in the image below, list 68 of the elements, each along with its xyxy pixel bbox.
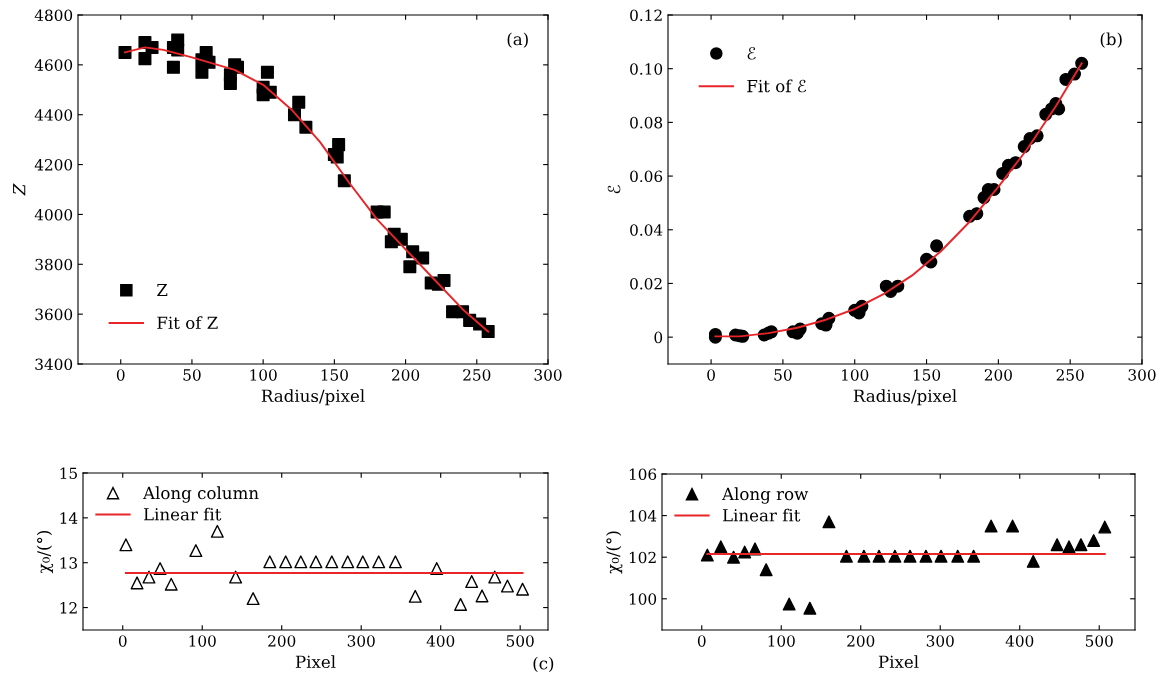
x-tick-label: 200 bbox=[392, 369, 420, 381]
y-tick-label: 0.04 bbox=[630, 224, 663, 236]
y-tick-label: 13 bbox=[60, 557, 77, 569]
x-axis-title: Pixel bbox=[295, 655, 336, 669]
x-tick-label: 50 bbox=[183, 369, 201, 381]
y-tick-label: 0.08 bbox=[630, 116, 663, 129]
x-tick-label: 100 bbox=[189, 635, 216, 647]
y-tick-label: 4800 bbox=[34, 9, 73, 22]
x-tick-label: 0 bbox=[118, 635, 127, 647]
x-axis-title: Radius/pixel bbox=[261, 389, 365, 406]
y-tick-label: 12 bbox=[60, 602, 77, 614]
y-tick-label: 3400 bbox=[35, 358, 73, 371]
y-tick-label: 15 bbox=[60, 467, 77, 480]
x-tick-label: 250 bbox=[463, 369, 491, 381]
x-tick-label: 300 bbox=[534, 369, 562, 381]
y-axis-title: χ₀/(°) bbox=[606, 531, 623, 574]
legend-label: ℰ bbox=[747, 46, 756, 60]
y-tick-label: 3600 bbox=[35, 308, 73, 321]
annotation: (b) bbox=[1100, 32, 1122, 48]
y-tick-label: 0.12 bbox=[630, 9, 662, 22]
x-tick-label: 150 bbox=[321, 369, 348, 381]
y-tick-label: 0.02 bbox=[630, 277, 662, 290]
y-tick-label: 0 bbox=[654, 331, 663, 344]
y-tick-label: 106 bbox=[629, 468, 657, 481]
y-tick-label: 104 bbox=[629, 510, 657, 522]
x-tick-label: 0 bbox=[707, 369, 715, 381]
x-tick-label: 100 bbox=[768, 635, 795, 647]
x-tick-label: 0 bbox=[116, 369, 125, 381]
x-tick-label: 250 bbox=[1056, 369, 1084, 381]
x-tick-label: 200 bbox=[268, 635, 296, 647]
legend-label: Linear fit bbox=[143, 507, 222, 521]
y-tick-label: 4400 bbox=[34, 109, 73, 121]
y-tick-label: 3800 bbox=[35, 258, 73, 271]
y-tick-label: 100 bbox=[629, 593, 657, 605]
x-tick-label: 150 bbox=[913, 369, 941, 381]
x-tick-label: 300 bbox=[1128, 369, 1156, 381]
x-tick-label: 400 bbox=[1005, 635, 1034, 647]
text: (c) bbox=[533, 656, 554, 672]
y-tick-label: 4000 bbox=[34, 208, 73, 221]
y-tick-label: 4600 bbox=[34, 59, 73, 71]
x-tick-label: 200 bbox=[847, 635, 875, 647]
y-tick-label: 0.06 bbox=[630, 170, 663, 183]
x-tick-label: 500 bbox=[1085, 635, 1113, 647]
legend-label: Z bbox=[157, 283, 168, 297]
legend-label: Along row bbox=[721, 487, 809, 504]
y-axis-title: χ₀/(°) bbox=[36, 530, 54, 574]
x-tick-label: 500 bbox=[506, 635, 534, 647]
x-tick-label: 0 bbox=[697, 635, 706, 647]
x-tick-label: 100 bbox=[250, 369, 277, 381]
x-tick-label: 300 bbox=[926, 635, 954, 647]
legend-label: Fit of Z bbox=[157, 316, 218, 330]
x-axis-title: Radius/pixel bbox=[853, 389, 957, 406]
legend-label: Linear fit bbox=[722, 508, 801, 522]
y-tick-label: 4200 bbox=[34, 159, 73, 171]
x-tick-label: 400 bbox=[426, 635, 455, 647]
x-tick-label: 300 bbox=[347, 635, 375, 647]
x-tick-label: 50 bbox=[774, 369, 792, 381]
y-axis-title: ℰ bbox=[607, 185, 621, 194]
legend-label: Along column bbox=[142, 486, 259, 503]
y-tick-label: 14 bbox=[60, 512, 78, 524]
y-axis-title: Z bbox=[13, 183, 26, 196]
y-tick-label: 102 bbox=[629, 551, 656, 564]
annotation: (a) bbox=[507, 32, 528, 48]
x-tick-label: 100 bbox=[842, 369, 869, 381]
legend-label: Fit of ℰ bbox=[747, 79, 807, 93]
x-axis-title: Pixel bbox=[878, 655, 919, 669]
y-tick-label: 0.10 bbox=[630, 63, 663, 75]
x-tick-label: 200 bbox=[984, 369, 1012, 381]
